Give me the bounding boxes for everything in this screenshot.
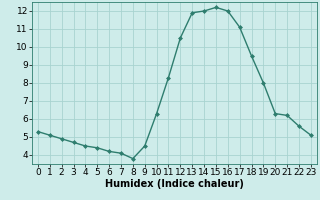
X-axis label: Humidex (Indice chaleur): Humidex (Indice chaleur) [105, 179, 244, 189]
